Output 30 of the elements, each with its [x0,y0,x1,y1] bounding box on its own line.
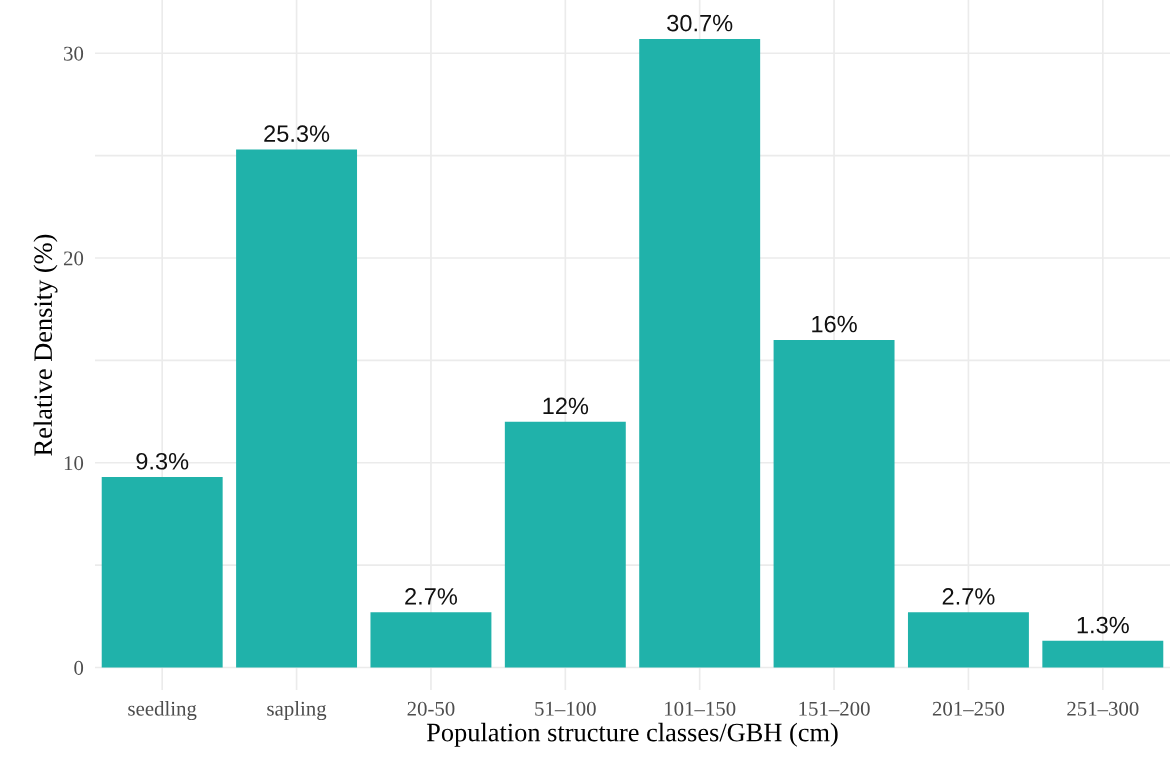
y-tick-label: 20 [63,251,84,266]
data-label: 16% [812,315,857,333]
y-tick-label: 30 [64,46,84,61]
x-axis-title: Population structure classes/GBH (cm) [426,722,838,747]
data-label: 2.7% [405,588,458,605]
bar [370,612,492,668]
data-label: 12% [543,397,589,415]
data-label: 9.3% [136,452,189,470]
bar [504,421,626,668]
x-tick-label: 151–200 [799,701,870,716]
bar [773,339,895,668]
x-tick-label: 101–150 [665,701,736,716]
x-tick-label: sapling [267,701,327,721]
bar [1042,640,1164,668]
data-label: 25.3% [264,125,330,143]
x-tick-label: seedling [128,701,197,721]
x-tick-label: 201–250 [932,701,1005,716]
bar [236,149,358,668]
data-label: 30.7% [667,14,733,32]
data-label: 2.7% [942,588,995,605]
y-tick-label: 0 [74,660,84,675]
x-tick-label: 251–300 [1067,701,1139,716]
bar [639,38,761,668]
x-tick-label: 20-50 [407,701,455,716]
y-axis-title: Relative Density (%) [33,234,58,456]
bar [101,477,223,668]
data-label: 1.3% [1077,616,1129,634]
bar [907,612,1029,668]
y-tick-label: 10 [64,456,84,471]
x-tick-label: 51–100 [535,701,596,716]
